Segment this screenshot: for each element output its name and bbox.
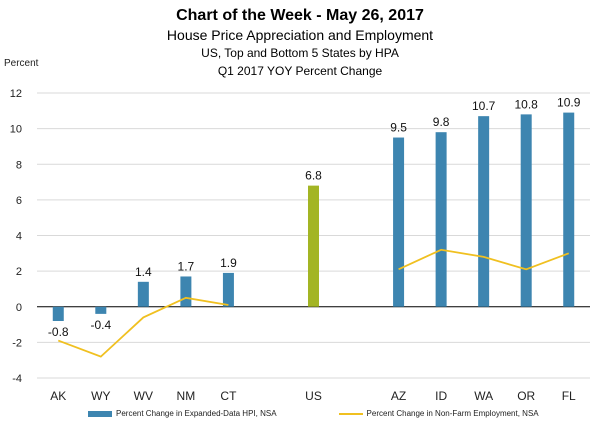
bars-group <box>52 112 575 321</box>
title-block: Chart of the Week - May 26, 2017 House P… <box>0 6 600 80</box>
legend: Percent Change in Expanded-Data HPI, NSA… <box>88 409 588 418</box>
data-label-ak: -0.8 <box>48 325 69 339</box>
bar-ct <box>222 272 234 307</box>
y-axis-label: Percent <box>4 58 39 69</box>
data-labels: -0.8 -0.4 1.4 1.7 1.9 6.8 9.5 9.8 10.7 10.8 10.9 <box>48 96 581 339</box>
category-label-ct: CT <box>220 389 237 403</box>
data-label-id: 9.8 <box>433 115 450 129</box>
data-label-ct: 1.9 <box>220 256 237 270</box>
category-label-wy: WY <box>91 389 110 403</box>
y-tick-label: 6 <box>16 195 22 207</box>
category-label-id: ID <box>435 389 447 403</box>
y-tick-label: 12 <box>10 88 22 100</box>
legend-label-hpi: Percent Change in Expanded-Data HPI, NSA <box>116 409 277 418</box>
bar-or <box>520 114 532 307</box>
employment-line-segment-1 <box>398 248 570 271</box>
bar-id <box>435 132 447 307</box>
y-tick-label: 2 <box>16 266 22 278</box>
legend-swatch-bar <box>88 410 112 417</box>
data-label-wv: 1.4 <box>135 265 152 279</box>
category-label-ak: AK <box>50 389 66 403</box>
bar-us <box>308 185 319 307</box>
y-tick-label: -2 <box>12 337 22 349</box>
category-label-or: OR <box>517 389 535 403</box>
data-label-wy: -0.4 <box>90 318 111 332</box>
bar-fl <box>563 112 575 307</box>
chart-subtitle: House Price Appreciation and Employment <box>166 27 434 43</box>
y-tick-label: 4 <box>16 231 22 243</box>
bar-ak <box>52 306 64 321</box>
legend-swatch-line <box>338 412 363 415</box>
bar-nm <box>180 276 192 307</box>
employment-line-segment-0 <box>57 296 229 358</box>
chart-title: Chart of the Week - May 26, 2017 <box>176 7 424 24</box>
category-label-us: US <box>305 389 322 403</box>
category-label-nm: NM <box>177 389 196 403</box>
legend-label-employment: Percent Change in Non-Farm Employment, N… <box>366 409 539 418</box>
line-series-group <box>57 248 570 358</box>
y-tick-labels: -4 -2 0 2 4 6 8 10 12 <box>10 88 22 385</box>
chart-subtitle-2: US, Top and Bottom 5 States by HPA <box>201 46 399 60</box>
category-label-wv: WV <box>134 389 153 403</box>
data-label-us: 6.8 <box>305 169 322 183</box>
legend-item-employment: Percent Change in Non-Farm Employment, N… <box>338 409 539 418</box>
bar-wa <box>478 116 490 307</box>
data-label-az: 9.5 <box>390 121 407 135</box>
y-tick-label: -4 <box>12 373 22 385</box>
bar-wv <box>137 281 149 307</box>
y-tick-label: 8 <box>16 159 22 171</box>
bar-az <box>393 137 405 307</box>
data-label-nm: 1.7 <box>178 259 195 273</box>
data-label-wa: 10.7 <box>472 99 496 113</box>
bar-wy <box>95 306 107 314</box>
category-label-wa: WA <box>474 389 493 403</box>
data-label-or: 10.8 <box>515 97 539 111</box>
y-tick-label: 10 <box>10 124 22 136</box>
y-tick-label: 0 <box>16 302 22 314</box>
chart-subtitle-3: Q1 2017 YOY Percent Change <box>217 64 383 78</box>
category-labels: AK WY WV NM CT US AZ ID WA OR FL <box>50 389 576 403</box>
data-label-fl: 10.9 <box>557 96 581 110</box>
category-label-az: AZ <box>391 389 406 403</box>
category-label-fl: FL <box>562 389 576 403</box>
legend-item-hpi: Percent Change in Expanded-Data HPI, NSA <box>88 409 277 418</box>
